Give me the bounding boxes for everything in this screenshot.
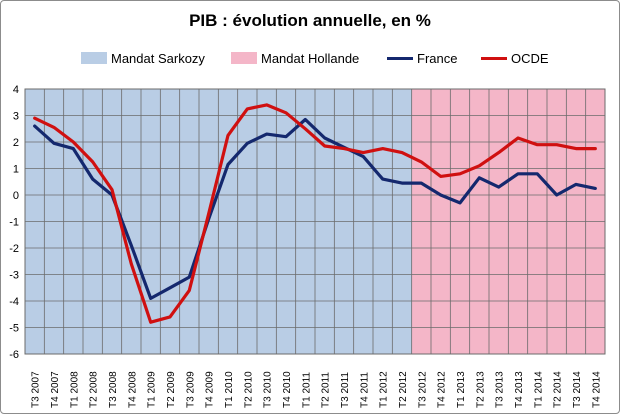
- x-tick-label: T1 2011: [301, 372, 312, 408]
- chart-title: PIB : évolution annuelle, en %: [189, 11, 431, 30]
- y-tick-label: 1: [13, 164, 19, 176]
- legend-item-ocde: OCDE: [481, 49, 549, 67]
- x-tick-label: T4 2012: [437, 371, 448, 408]
- x-tick-label: T3 2011: [340, 372, 351, 408]
- x-tick-label: T1 2008: [69, 371, 80, 408]
- x-tick-label: T4 2014: [591, 371, 602, 408]
- x-tick-label: T3 2009: [185, 371, 196, 408]
- x-tick-label: T2 2008: [89, 371, 100, 408]
- y-tick-label: 0: [13, 190, 19, 202]
- x-tick-label: T3 2010: [263, 371, 274, 408]
- y-tick-label: -4: [9, 296, 19, 308]
- legend-label-hollande: Mandat Hollande: [261, 50, 360, 66]
- x-tick-label: T3 2008: [108, 371, 119, 408]
- legend-item-sarkozy: Mandat Sarkozy: [81, 49, 205, 67]
- y-tick-label: 4: [13, 84, 19, 96]
- x-tick-label: T4 2011: [359, 372, 370, 408]
- x-tick-label: T1 2012: [379, 371, 390, 408]
- x-tick-label: T4 2007: [50, 371, 61, 408]
- x-tick-label: T4 2013: [514, 371, 525, 408]
- x-tick-label: T4 2008: [127, 371, 138, 408]
- legend-label-ocde: OCDE: [511, 50, 549, 66]
- x-tick-label: T1 2013: [456, 371, 467, 408]
- y-tick-label: 3: [13, 111, 19, 123]
- legend-swatch-france: [387, 56, 413, 60]
- y-tick-label: -5: [9, 323, 19, 335]
- x-tick-label: T1 2010: [224, 371, 235, 408]
- x-tick-label: T2 2013: [475, 371, 486, 408]
- x-tick-label: T2 2010: [243, 371, 254, 408]
- y-tick-label: -3: [9, 270, 19, 282]
- x-tick-label: T1 2014: [533, 371, 544, 408]
- plot-border: [24, 88, 606, 355]
- y-tick-label: -6: [9, 349, 19, 361]
- legend-swatch-hollande: [231, 52, 257, 64]
- x-tick-label: T1 2009: [147, 371, 158, 408]
- legend-label-sarkozy: Mandat Sarkozy: [111, 50, 205, 66]
- x-tick-label: T2 2011: [321, 372, 332, 408]
- legend-item-france: France: [387, 49, 457, 67]
- x-tick-label: T3 2014: [572, 371, 583, 408]
- series-line-france: [33, 117, 597, 300]
- x-tick-label: T3 2007: [31, 371, 42, 408]
- x-tick-label: T4 2010: [282, 371, 293, 408]
- x-tick-label: T4 2009: [205, 371, 216, 408]
- legend-label-france: France: [417, 50, 458, 66]
- x-tick-label: T3 2013: [495, 371, 506, 408]
- y-tick-label: -2: [9, 243, 19, 255]
- series-line-ocde: [33, 103, 597, 324]
- x-tick-label: T2 2014: [553, 371, 564, 408]
- legend-swatch-ocde: [481, 56, 507, 60]
- y-tick-label: 2: [13, 137, 19, 149]
- legend: Mandat Sarkozy Mandat Hollande France OC…: [1, 49, 619, 67]
- legend-item-hollande: Mandat Hollande: [231, 49, 359, 67]
- x-tick-label: T2 2009: [166, 371, 177, 408]
- legend-swatch-sarkozy: [81, 52, 107, 64]
- x-tick-label: T2 2012: [398, 371, 409, 408]
- x-tick-label: T3 2012: [417, 371, 428, 408]
- y-tick-label: -1: [9, 217, 19, 229]
